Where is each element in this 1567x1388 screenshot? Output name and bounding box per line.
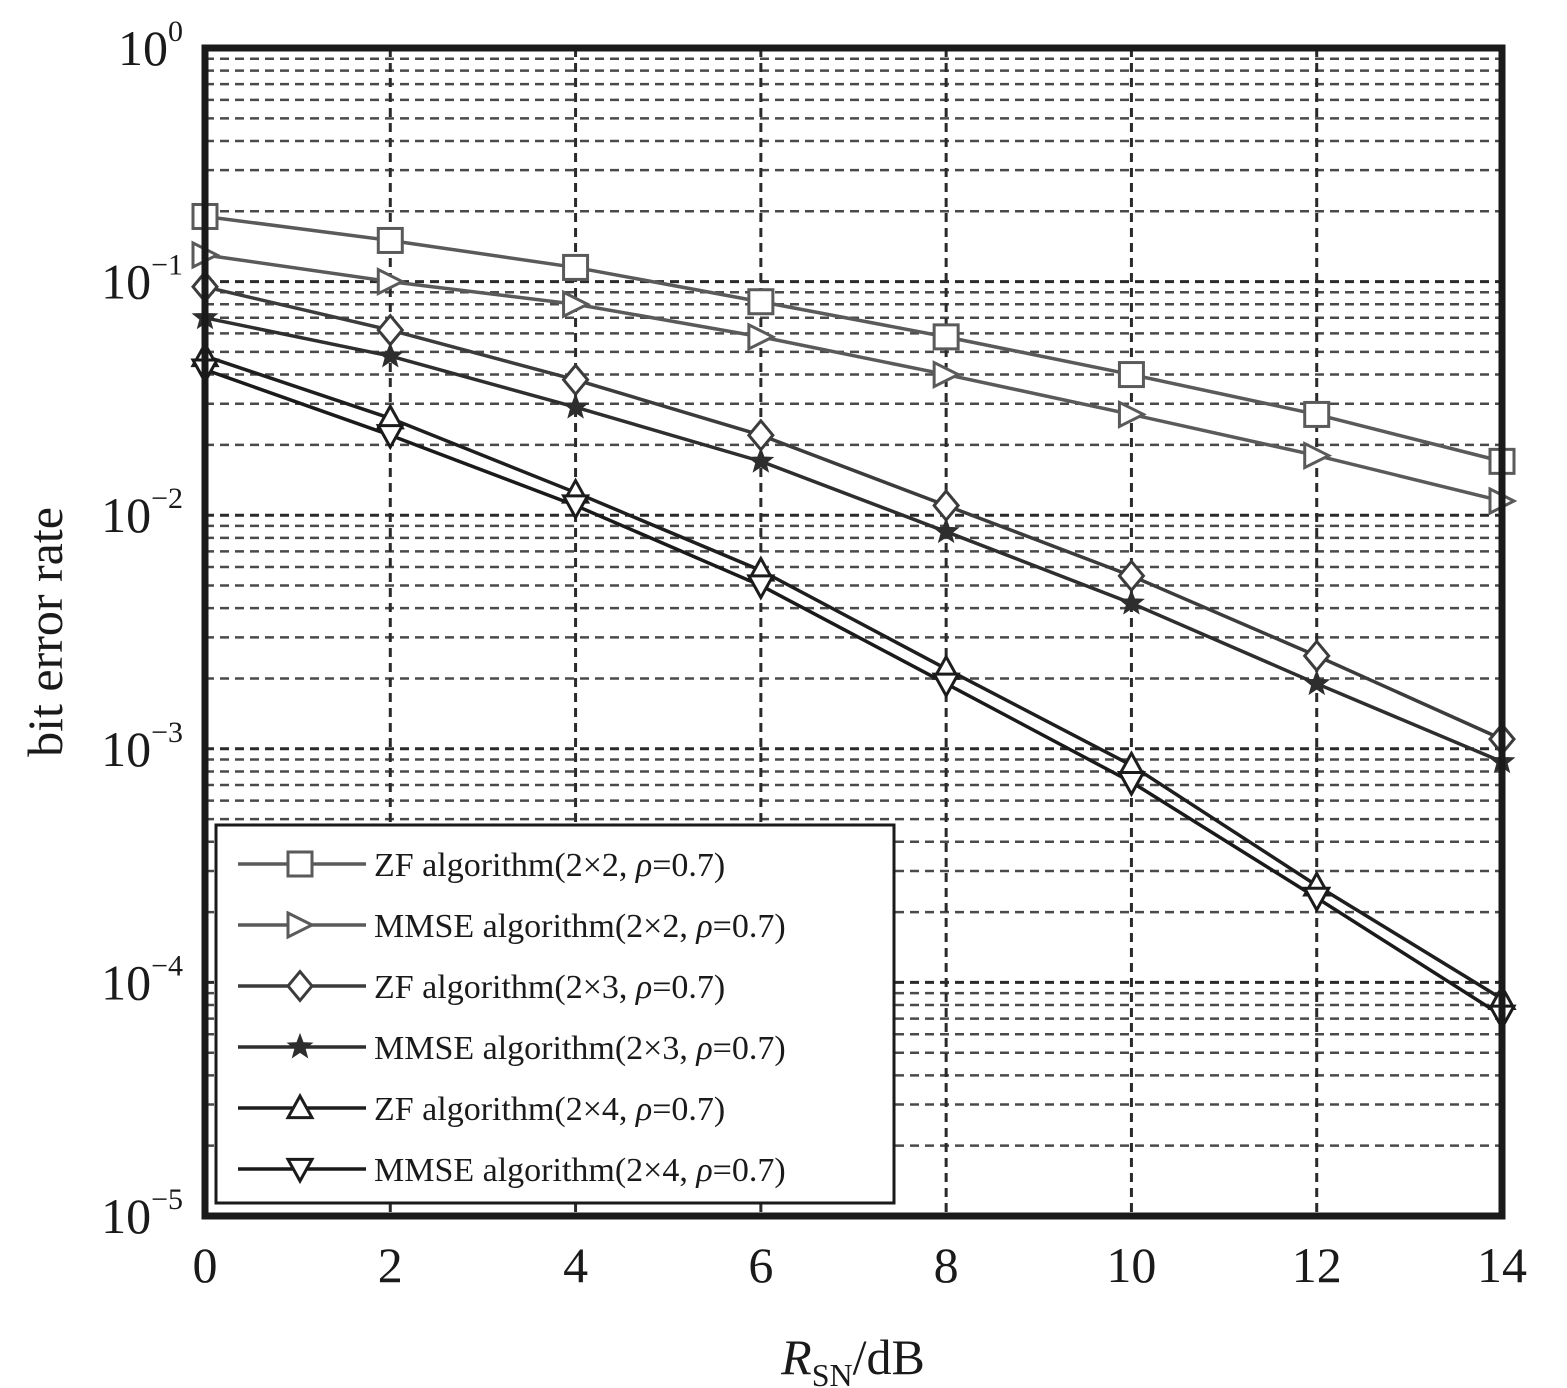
marker-diamond (286, 969, 314, 1003)
series-line (204, 367, 1503, 1018)
y-tick-labels: 100 10−1 10−2 10−3 10−4 10−5 (101, 15, 183, 1244)
marker-square (562, 253, 590, 281)
legend-entry-2: MMSE algorithm(2×2, ρ=0.7) (238, 908, 786, 945)
legend-box (214, 823, 896, 1205)
marker-square (376, 226, 404, 254)
marker-triangle-right (562, 289, 591, 319)
y-tick-label: 10−2 (101, 482, 183, 543)
legend-label: ZF algorithm(2×4, ρ=0.7) (374, 1091, 725, 1128)
x-tick-label: 12 (1292, 1237, 1342, 1293)
series-line (204, 253, 1503, 503)
marker-triangle-down (1302, 886, 1332, 913)
legend-label: MMSE algorithm(2×2, ρ=0.7) (374, 908, 786, 945)
legend-entry-5: ZF algorithm(2×4, ρ=0.7) (238, 1091, 725, 1128)
marker-square (286, 850, 314, 878)
y-tick-label: 10−1 (101, 249, 183, 310)
series-line (204, 354, 1503, 1001)
marker-triangle-down (1116, 771, 1146, 798)
legend-entry-3: ZF algorithm(2×3, ρ=0.7) (238, 969, 725, 1006)
marker-triangle-down (285, 1157, 315, 1185)
marker-star (376, 341, 404, 368)
y-tick-label: 10−5 (101, 1183, 183, 1244)
series-1 (191, 202, 1516, 475)
series-lines (190, 202, 1518, 1031)
legend-entry-6: MMSE algorithm(2×4, ρ=0.7) (238, 1152, 786, 1189)
plot-frame (201, 44, 1506, 1220)
legend-label: ZF algorithm(2×2, ρ=0.7) (374, 847, 725, 884)
marker-star (1303, 669, 1331, 696)
x-axis-label: RSN/dB (780, 1329, 925, 1388)
legend-label: ZF algorithm(2×3, ρ=0.7) (374, 969, 725, 1006)
marker-triangle-down (746, 574, 776, 601)
marker-triangle-right (747, 322, 777, 352)
marker-triangle-down (375, 424, 405, 451)
series-line (204, 285, 1503, 741)
x-tick-label: 2 (378, 1237, 403, 1293)
x-tick-label: 6 (748, 1237, 773, 1293)
x-tick-label: 10 (1106, 1237, 1156, 1293)
x-tick-labels: 0 2 4 6 8 10 12 14 (193, 1237, 1528, 1293)
legend-entry-4: MMSE algorithm(2×3, ρ=0.7) (238, 1030, 786, 1067)
marker-triangle-right (1303, 441, 1333, 470)
x-tick-label: 0 (193, 1237, 218, 1293)
legend: ZF algorithm(2×2, ρ=0.7) MMSE algorithm(2… (214, 823, 896, 1205)
marker-triangle-right (1117, 400, 1147, 429)
legend-entry-1: ZF algorithm(2×2, ρ=0.7) (238, 847, 725, 884)
marker-star (1117, 589, 1145, 615)
x-tick-label: 4 (563, 1237, 588, 1293)
legend-label: MMSE algorithm(2×3, ρ=0.7) (374, 1030, 786, 1067)
marker-triangle-up (285, 1092, 315, 1120)
marker-star (562, 393, 590, 419)
marker-star (286, 1032, 314, 1059)
marker-triangle-down (931, 672, 961, 699)
x-tick-label: 8 (934, 1237, 959, 1293)
marker-triangle-right (376, 267, 406, 297)
marker-triangle-down (561, 494, 591, 521)
marker-triangle-right (932, 360, 962, 389)
marker-square (1117, 361, 1145, 389)
marker-triangle-right (286, 910, 316, 940)
series-line (204, 316, 1503, 764)
y-tick-label: 10−3 (101, 716, 183, 777)
series-line (204, 214, 1503, 464)
marker-star (747, 447, 775, 473)
marker-square (747, 288, 775, 316)
series-3 (191, 270, 1516, 756)
marker-square (1303, 400, 1331, 428)
series-2 (191, 240, 1518, 516)
y-axis-label: bit error rate (17, 507, 73, 757)
marker-star (932, 517, 960, 544)
marker-square (932, 323, 960, 351)
x-tick-label: 14 (1477, 1237, 1527, 1293)
y-tick-label: 10−4 (101, 949, 183, 1010)
y-tick-label: 100 (118, 15, 183, 76)
legend-label: MMSE algorithm(2×4, ρ=0.7) (374, 1152, 786, 1189)
